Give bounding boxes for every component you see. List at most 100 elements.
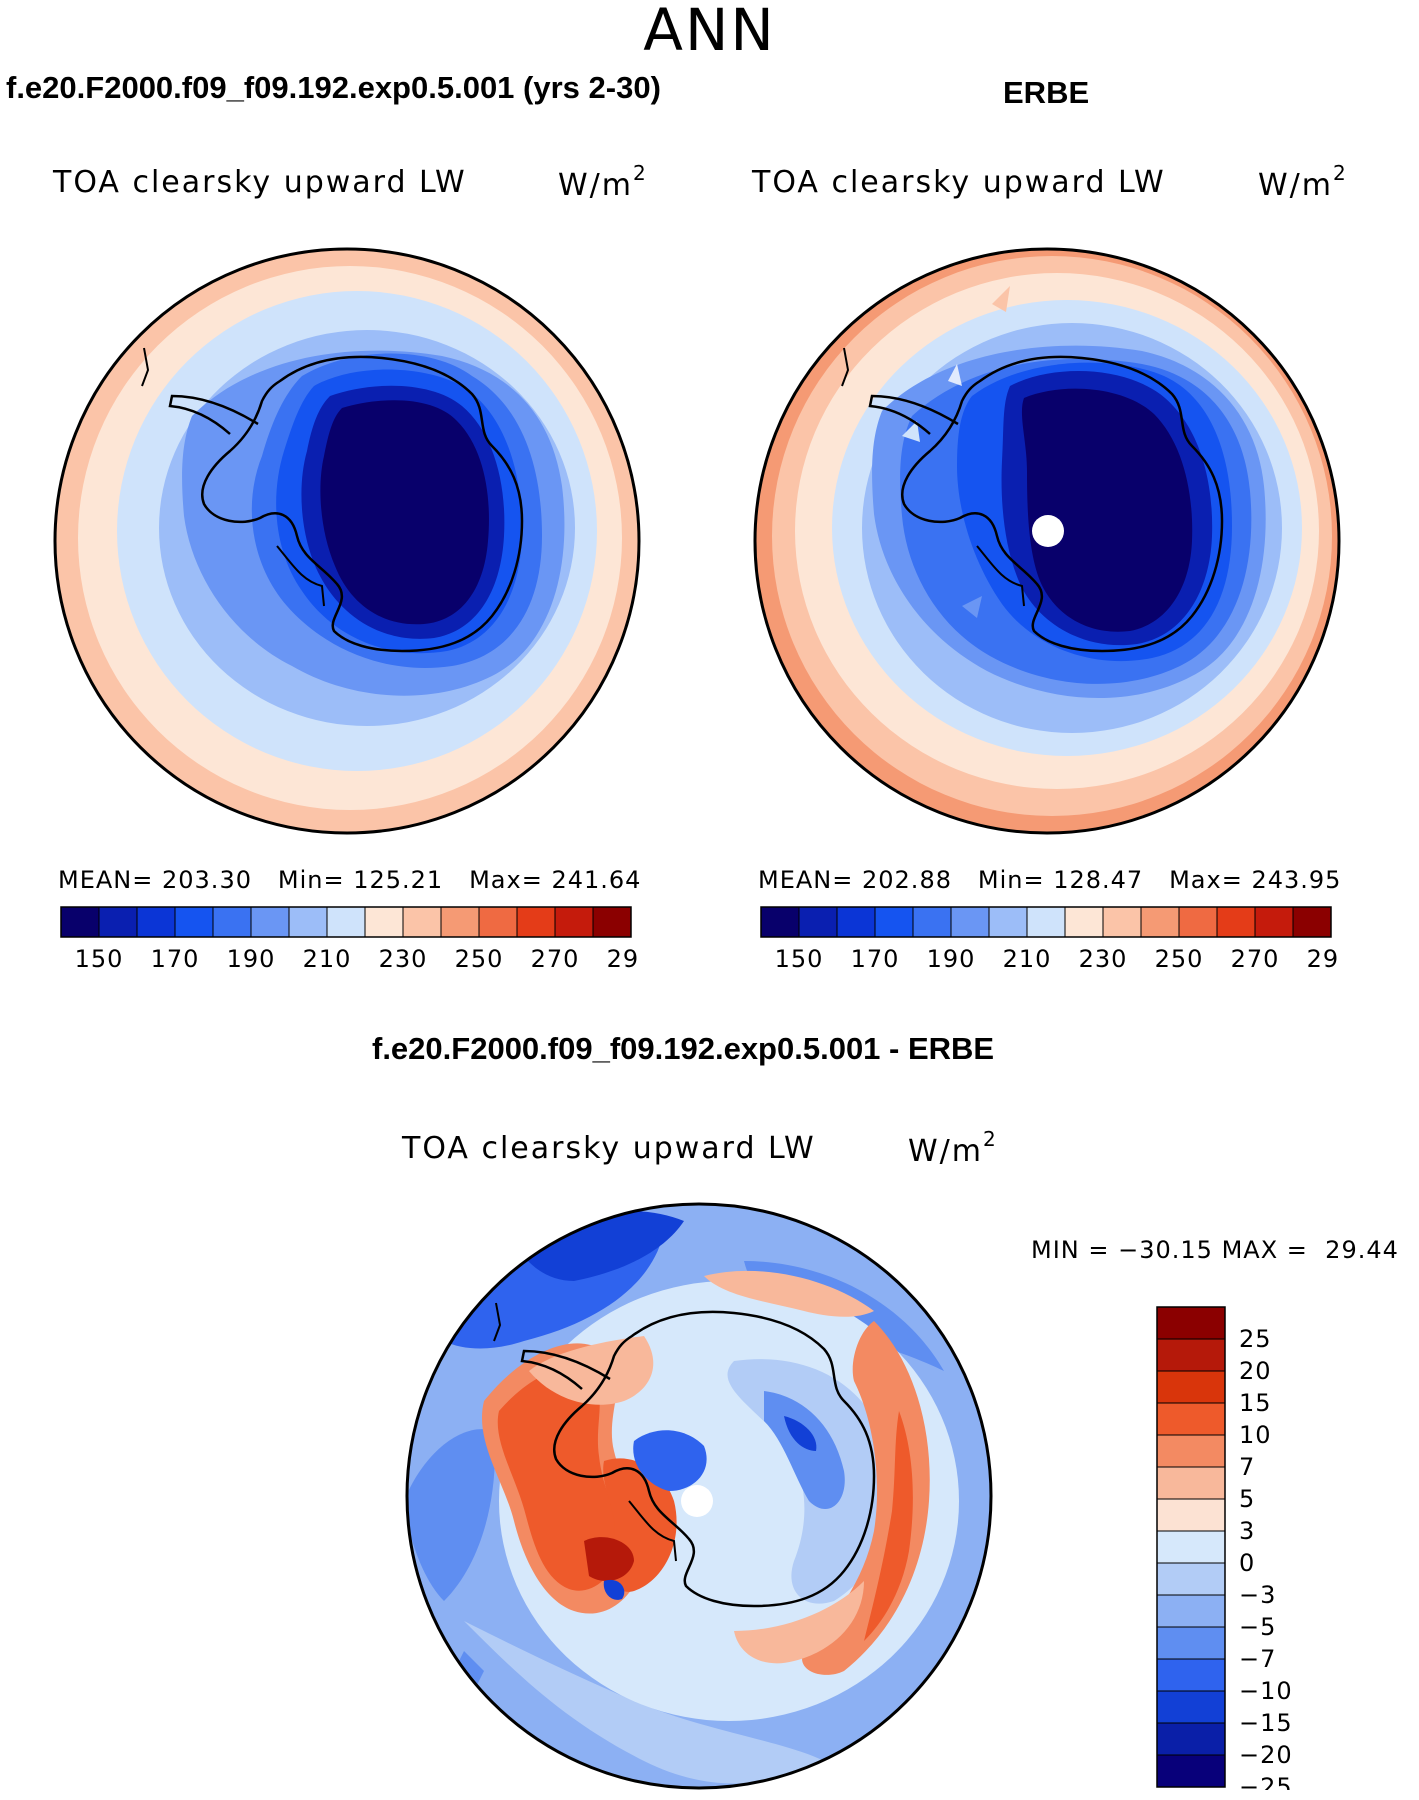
colorbar-tick-label: 250 xyxy=(1155,945,1204,973)
colorbar-swatch xyxy=(1157,1595,1225,1628)
colorbar-swatch xyxy=(1103,907,1142,937)
panel-1-colorbar-frame xyxy=(60,906,632,938)
colorbar-swatch xyxy=(1157,1499,1225,1532)
colorbar-swatch xyxy=(1157,1307,1225,1340)
colorbar-tick-label: −15 xyxy=(1239,1709,1293,1737)
colorbar-swatch xyxy=(61,907,100,937)
colorbar-tick-label: 25 xyxy=(1239,1325,1272,1353)
colorbar-tick-label: 230 xyxy=(379,945,428,973)
panel-3-variable-label: TOA clearsky upward LW xyxy=(402,1131,816,1166)
colorbar-tick-label: −7 xyxy=(1239,1645,1276,1673)
panel-2-variable-label: TOA clearsky upward LW xyxy=(752,165,1166,200)
panel-1-variable-label: TOA clearsky upward LW xyxy=(53,165,467,200)
panel-1-stats: MEAN= 203.30 Min= 125.21 Max= 241.64 xyxy=(58,866,642,894)
colorbar-swatch xyxy=(1027,907,1066,937)
colorbar-swatch xyxy=(1157,1723,1225,1756)
colorbar-swatch xyxy=(479,907,518,937)
colorbar-tick-label: 150 xyxy=(75,945,124,973)
colorbar-tick-label: 5 xyxy=(1239,1485,1255,1513)
panel-2-stats: MEAN= 202.88 Min= 128.47 Max= 243.95 xyxy=(758,866,1342,894)
panel-3-colorbar-frame xyxy=(1156,1306,1226,1788)
colorbar-swatch xyxy=(951,907,990,937)
colorbar-swatch xyxy=(403,907,442,937)
colorbar-swatch xyxy=(1157,1659,1225,1692)
colorbar-swatch xyxy=(1157,1627,1225,1660)
colorbar-tick-label: 0 xyxy=(1239,1549,1255,1577)
panel-2-colorbar-swatches xyxy=(761,907,1332,937)
colorbar-swatch xyxy=(1157,1435,1225,1468)
colorbar-swatch xyxy=(913,907,952,937)
colorbar-swatch xyxy=(137,907,176,937)
colorbar-tick-label: 270 xyxy=(1231,945,1280,973)
panel-2-map-border xyxy=(753,247,1341,835)
panel-3-stats: MIN = −30.15 MAX = 29.44 xyxy=(1031,1236,1399,1264)
colorbar-tick-label: −3 xyxy=(1239,1581,1276,1609)
panel-3-pole-mask xyxy=(681,1485,713,1517)
panel-2-colorbar-ticks: 150 170 190 210 230 250 270 290 xyxy=(775,907,1340,973)
colorbar-tick-label: 290 xyxy=(607,945,640,973)
colorbar-swatch xyxy=(1157,1339,1225,1372)
colorbar-swatch xyxy=(1157,1691,1225,1724)
colorbar-swatch xyxy=(1255,907,1294,937)
panel-2-coastline xyxy=(841,347,1224,653)
colorbar-swatch xyxy=(1217,907,1256,937)
colorbar-swatch xyxy=(761,907,800,937)
colorbar-swatch xyxy=(1157,1371,1225,1404)
colorbar-swatch xyxy=(875,907,914,937)
colorbar-swatch xyxy=(441,907,480,937)
colorbar-tick-label: −10 xyxy=(1239,1677,1293,1705)
panel-3-title: f.e20.F2000.f09_f09.192.exp0.5.001 - ERB… xyxy=(372,1031,995,1066)
colorbar-tick-label: −5 xyxy=(1239,1613,1276,1641)
colorbar-swatch xyxy=(555,907,594,937)
colorbar-swatch xyxy=(1157,1531,1225,1564)
colorbar-tick-label: 150 xyxy=(775,945,824,973)
colorbar-swatch xyxy=(1293,907,1332,937)
colorbar-tick-label: 210 xyxy=(1003,945,1052,973)
panel-3-coastline xyxy=(493,1302,876,1608)
colorbar-tick-label: 7 xyxy=(1239,1453,1255,1481)
colorbar-swatch xyxy=(327,907,366,937)
colorbar-tick-label: −20 xyxy=(1239,1741,1293,1769)
panel-2-colorbar-frame xyxy=(760,906,1332,938)
colorbar-swatch xyxy=(1141,907,1180,937)
panel-1-colorbar-swatches xyxy=(61,907,632,937)
colorbar-tick-label: 15 xyxy=(1239,1389,1272,1417)
colorbar-tick-label: 3 xyxy=(1239,1517,1255,1545)
panel-3-colorbar-ticks: 25 20 15 10 7 5 3 0 −3 −5 −7 −10 −15 −20 −25 xyxy=(1157,1325,1293,1790)
panel-2-pole-mask xyxy=(1032,515,1064,547)
colorbar-tick-label: 250 xyxy=(455,945,504,973)
panel-1-map-border xyxy=(53,247,641,835)
panel-3-map-border xyxy=(405,1202,993,1790)
colorbar-tick-label: −25 xyxy=(1239,1773,1293,1790)
panel-3-units: W/m2 xyxy=(908,1127,998,1169)
colorbar-swatch xyxy=(1065,907,1104,937)
panel-2-colorbar: 150 170 190 210 230 250 270 290 xyxy=(760,906,1340,973)
panel-2-title: ERBE xyxy=(1003,75,1090,110)
colorbar-swatch xyxy=(593,907,632,937)
colorbar-swatch xyxy=(175,907,214,937)
panel-1-map xyxy=(53,247,641,835)
colorbar-swatch xyxy=(1179,907,1218,937)
panel-1-field xyxy=(55,249,639,833)
panel-3-colorbar-swatches xyxy=(1157,1307,1225,1788)
colorbar-tick-label: 10 xyxy=(1239,1421,1272,1449)
colorbar-swatch xyxy=(837,907,876,937)
panel-1-title: f.e20.F2000.f09_f09.192.exp0.5.001 (yrs … xyxy=(6,70,661,105)
colorbar-swatch xyxy=(213,907,252,937)
colorbar-tick-label: 190 xyxy=(927,945,976,973)
colorbar-swatch xyxy=(1157,1403,1225,1436)
colorbar-tick-label: 170 xyxy=(851,945,900,973)
colorbar-swatch xyxy=(517,907,556,937)
panel-1-colorbar: 150 170 190 210 230 250 270 290 xyxy=(60,906,640,973)
colorbar-tick-label: 270 xyxy=(531,945,580,973)
colorbar-tick-label: 290 xyxy=(1307,945,1340,973)
colorbar-swatch xyxy=(1157,1755,1225,1788)
colorbar-tick-label: 20 xyxy=(1239,1357,1272,1385)
colorbar-tick-label: 170 xyxy=(151,945,200,973)
panel-1-colorbar-ticks: 150 170 190 210 230 250 270 290 xyxy=(75,907,640,973)
season-title: ANN xyxy=(643,0,776,64)
colorbar-swatch xyxy=(251,907,290,937)
colorbar-tick-label: 230 xyxy=(1079,945,1128,973)
colorbar-swatch xyxy=(1157,1467,1225,1500)
colorbar-tick-label: 210 xyxy=(303,945,352,973)
